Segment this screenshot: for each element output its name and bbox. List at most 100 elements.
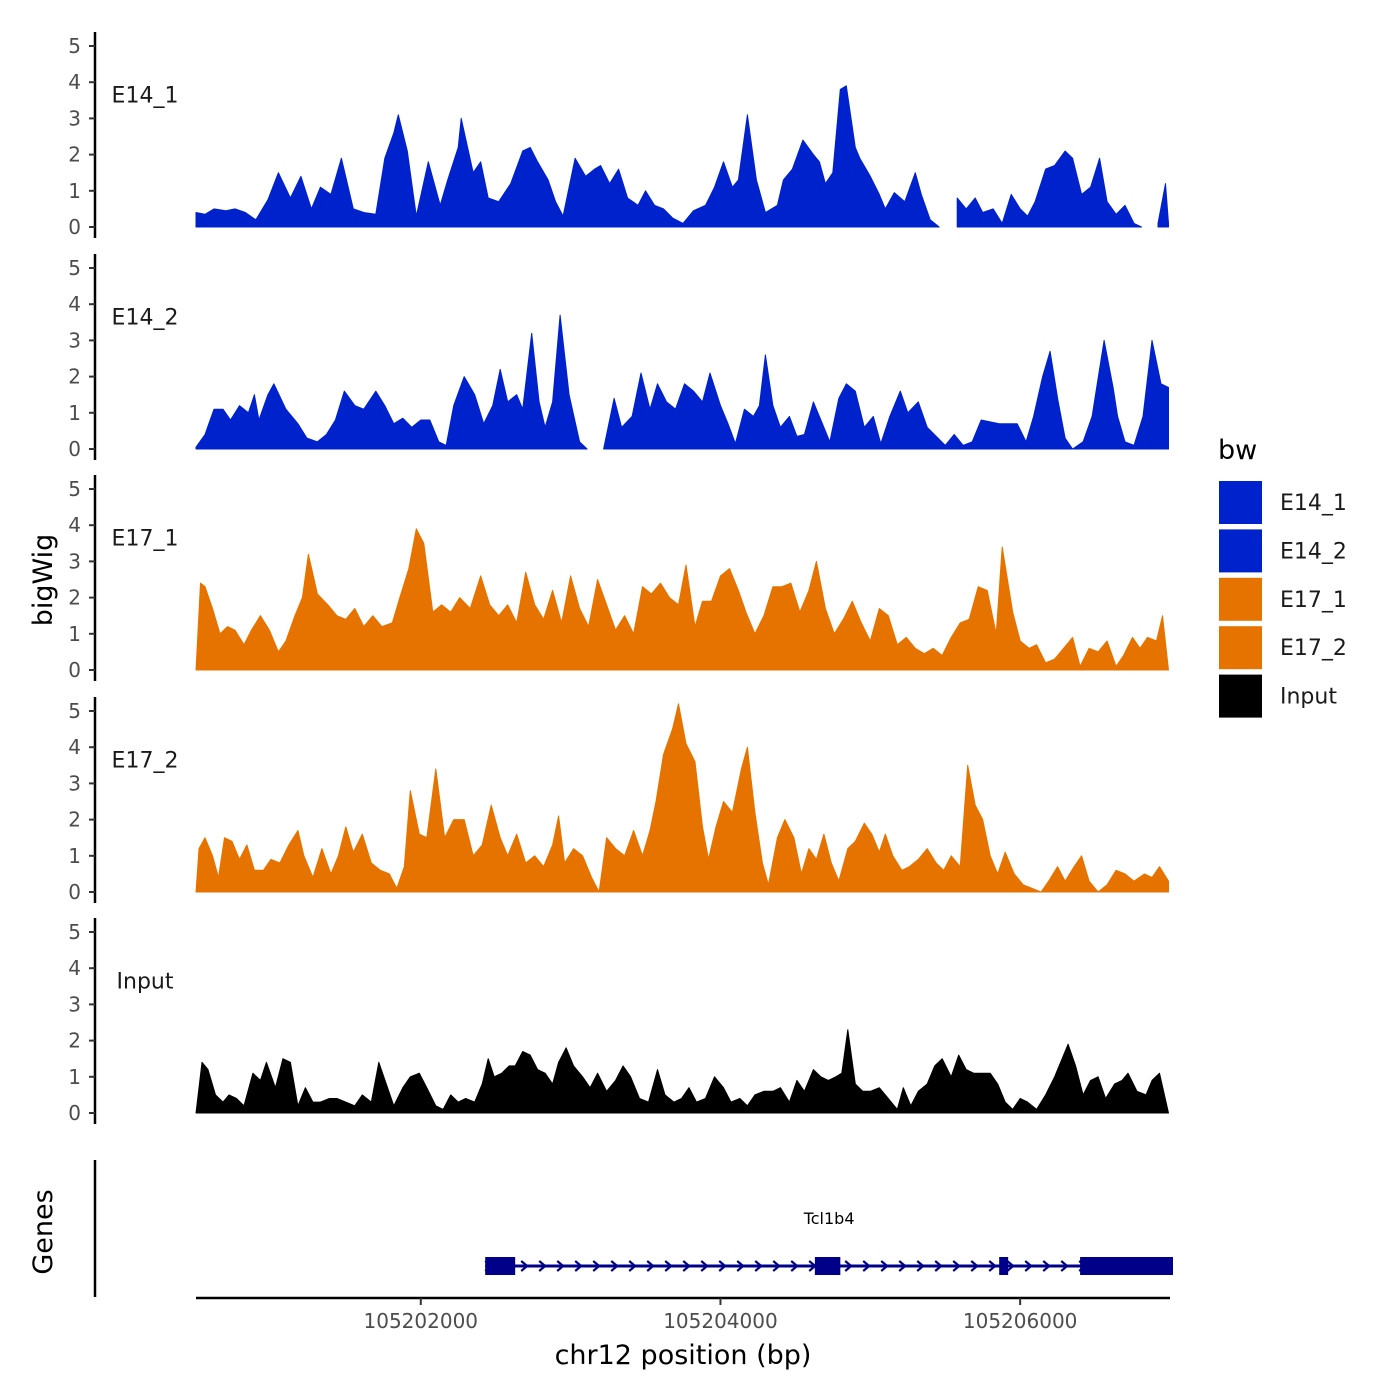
gene-exon (485, 1257, 516, 1275)
strand-arrow (970, 1260, 979, 1272)
y-tick-label: 5 (68, 920, 81, 944)
track-e17-1: 0 1 2 3 4 5 E17_1 (68, 475, 1169, 682)
y-tick-label: 5 (68, 477, 81, 501)
signal-area (195, 314, 588, 450)
strand-arrow (772, 1260, 781, 1272)
track-label: Input (117, 970, 174, 995)
strand-arrow (988, 1260, 997, 1272)
signal-area (195, 1029, 1169, 1114)
gene-exon (999, 1257, 1009, 1275)
y-tick-label: 0 (68, 1101, 81, 1125)
track-label: E14_2 (112, 306, 179, 331)
y-tick-label: 1 (68, 1065, 81, 1089)
signal-tracks: 0 1 2 3 4 5 E14_1 0 1 2 3 4 5 E14_2 0 1 2 3 4 5 E17_1 0 1 2 3 4 5 E… (68, 32, 1169, 1125)
strand-arrow (700, 1260, 709, 1272)
y-tick-label: 3 (68, 106, 81, 130)
legend-swatch (1217, 624, 1264, 672)
strand-arrow (1006, 1260, 1015, 1272)
strand-arrow (952, 1260, 961, 1272)
y-tick-label: 2 (68, 586, 81, 610)
legend-label: E14_1 (1280, 491, 1347, 516)
x-tick-label: 105206000 (963, 1309, 1078, 1333)
x-tick-label: 105204000 (663, 1309, 778, 1333)
y-tick-label: 0 (68, 880, 81, 904)
strand-arrow (862, 1260, 871, 1272)
strand-arrow (1060, 1260, 1069, 1272)
legend: bw E14_1 E14_2 E17_1 E17_2 Input (1217, 435, 1347, 720)
strand-arrow (736, 1260, 745, 1272)
y-tick-label: 1 (68, 622, 81, 646)
strand-arrow (556, 1260, 565, 1272)
strand-arrow (844, 1260, 853, 1272)
y-tick-label: 1 (68, 844, 81, 868)
track-e14-2: 0 1 2 3 4 5 E14_2 (68, 254, 1169, 461)
y-tick-label: 3 (68, 992, 81, 1016)
legend-label: E17_2 (1280, 636, 1347, 661)
genes-axis-title: Genes (28, 1189, 59, 1274)
y-tick-label: 3 (68, 549, 81, 573)
legend-swatch (1217, 479, 1264, 526)
track-label: E14_1 (112, 84, 179, 109)
signal-area (195, 528, 1169, 671)
y-tick-label: 5 (68, 34, 81, 58)
y-tick-label: 2 (68, 808, 81, 832)
y-tick-label: 2 (68, 143, 81, 167)
y-tick-label: 1 (68, 179, 81, 203)
y-tick-label: 4 (68, 735, 81, 759)
legend-swatch (1217, 672, 1264, 720)
strand-arrow (880, 1260, 889, 1272)
legend-label: Input (1280, 685, 1337, 710)
strand-arrow (898, 1260, 907, 1272)
signal-area (195, 703, 1169, 893)
legend-title: bw (1218, 435, 1257, 466)
strand-arrow (538, 1260, 547, 1272)
legend-swatch (1217, 575, 1264, 623)
strand-arrow (1024, 1260, 1033, 1272)
track-label: E17_1 (112, 527, 179, 552)
y-tick-label: 2 (68, 365, 81, 389)
legend-label: E17_1 (1280, 588, 1347, 613)
track-input: 0 1 2 3 4 5 Input (68, 918, 1169, 1125)
legend-label: E14_2 (1280, 539, 1347, 564)
signal-area (603, 339, 1169, 450)
strand-arrow (754, 1260, 763, 1272)
y-tick-label: 0 (68, 215, 81, 239)
signal-area (956, 150, 1142, 228)
strand-arrow (916, 1260, 925, 1272)
strand-arrow (592, 1260, 601, 1272)
strand-arrow (664, 1260, 673, 1272)
gene-exon (1080, 1257, 1173, 1275)
y-tick-label: 4 (68, 956, 81, 980)
track-label: E17_2 (112, 749, 179, 774)
strand-arrow (790, 1260, 799, 1272)
track-e17-2: 0 1 2 3 4 5 E17_2 (68, 697, 1169, 904)
signal-area (1157, 183, 1169, 228)
y-axis-title: bigWig (28, 534, 59, 627)
y-tick-label: 4 (68, 70, 81, 94)
y-tick-label: 2 (68, 1029, 81, 1053)
y-tick-label: 0 (68, 658, 81, 682)
strand-arrow (1042, 1260, 1051, 1272)
y-tick-label: 3 (68, 771, 81, 795)
y-tick-label: 0 (68, 437, 81, 461)
x-axis: 105202000 105204000 105206000 (196, 1296, 1170, 1333)
strand-arrow (718, 1260, 727, 1272)
signal-area (195, 85, 940, 228)
y-tick-label: 5 (68, 699, 81, 723)
strand-arrow (646, 1260, 655, 1272)
strand-arrow (574, 1260, 583, 1272)
strand-arrow (610, 1260, 619, 1272)
y-tick-label: 5 (68, 256, 81, 280)
gene-exon (814, 1257, 841, 1275)
y-tick-label: 4 (68, 292, 81, 316)
strand-arrow (934, 1260, 943, 1272)
strand-arrow (520, 1260, 529, 1272)
y-tick-label: 4 (68, 513, 81, 537)
y-tick-label: 1 (68, 401, 81, 425)
gene-track: Tcl1b4 (93, 1160, 1173, 1297)
legend-swatch (1217, 527, 1264, 575)
track-e14-1: 0 1 2 3 4 5 E14_1 (68, 32, 1169, 239)
x-tick-label: 105202000 (364, 1309, 479, 1333)
strand-arrow (682, 1260, 691, 1272)
